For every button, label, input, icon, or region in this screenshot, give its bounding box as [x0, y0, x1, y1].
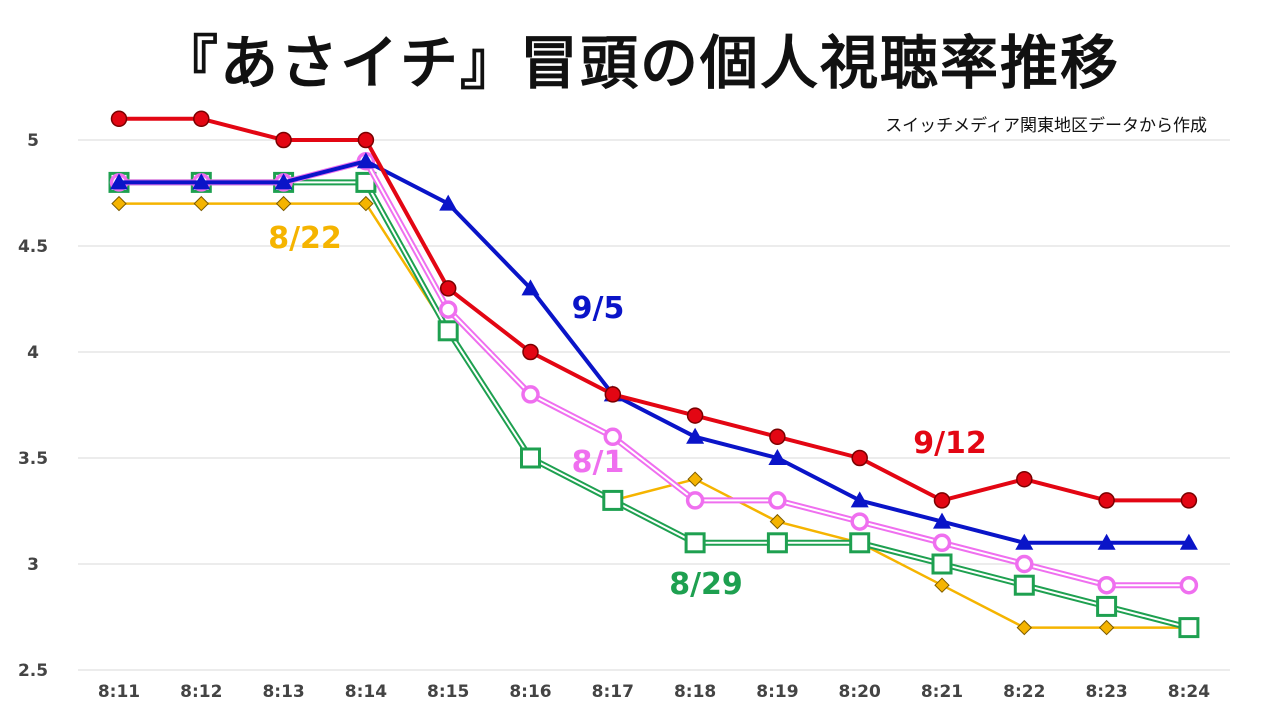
data-point [439, 194, 458, 211]
series-label-9-5: 9/5 [572, 291, 625, 326]
data-point [686, 407, 704, 424]
data-point [850, 512, 869, 531]
data-point [849, 532, 871, 554]
x-tick-label: 8:16 [509, 682, 551, 702]
series-label-8-29: 8/29 [669, 567, 743, 602]
y-tick-label: 3.5 [18, 449, 48, 469]
data-point [1179, 575, 1199, 595]
data-point [192, 173, 211, 190]
data-point [603, 427, 623, 447]
data-point [521, 279, 540, 296]
data-point [521, 385, 540, 404]
x-tick-label: 8:24 [1168, 682, 1210, 702]
x-tick-label: 8:22 [1003, 682, 1045, 702]
chart-title: 『あさイチ』冒頭の個人視聴率推移 [159, 29, 1120, 97]
data-point [933, 492, 951, 509]
x-tick-label: 8:12 [180, 682, 222, 702]
data-point [1098, 492, 1115, 509]
series-lines [108, 110, 1200, 639]
data-point [934, 577, 950, 593]
data-point [684, 532, 706, 554]
x-tick-label: 8:17 [592, 682, 634, 702]
data-point [604, 386, 622, 403]
series-8-1 [109, 151, 1199, 595]
data-point [193, 110, 210, 128]
data-point [1015, 533, 1034, 550]
data-point [1013, 574, 1035, 596]
data-point [1097, 533, 1116, 550]
data-point [1096, 595, 1118, 617]
data-point [1097, 575, 1116, 595]
x-tick-label: 8:11 [98, 682, 140, 702]
axis-ticks: 2.5 3 3.5 4 4.5 5 8:11 8:12 8:13 8:14 8:15 8:16 8:17… [18, 131, 1210, 702]
data-point [193, 195, 210, 212]
series-line [119, 116, 1189, 503]
data-point [275, 131, 292, 149]
data-point [766, 532, 788, 554]
data-point [358, 195, 374, 212]
y-tick-label: 5 [27, 131, 39, 151]
data-point [111, 195, 127, 212]
data-point [439, 280, 457, 297]
series-labels: 9/12 9/5 8/29 8/22 8/1 [268, 221, 987, 602]
x-tick-label: 8:15 [427, 682, 469, 702]
data-point [769, 428, 786, 446]
data-point [602, 489, 624, 511]
data-point [1178, 617, 1200, 639]
y-tick-label: 2.5 [18, 661, 48, 681]
data-point [110, 110, 128, 128]
data-point [768, 491, 787, 510]
data-point [686, 427, 705, 444]
x-tick-label: 8:19 [756, 682, 798, 702]
data-point [769, 513, 786, 530]
chart-subtitle: スイッチメディア関東地区データから作成 [885, 115, 1207, 136]
y-tick-label: 3 [27, 555, 39, 575]
data-point [932, 533, 952, 553]
series-line-inner [119, 181, 1190, 629]
series-line [119, 202, 1189, 629]
data-point [685, 491, 705, 510]
data-point [437, 320, 459, 342]
data-point [1016, 619, 1033, 636]
data-point [931, 553, 953, 575]
data-point [768, 449, 787, 465]
data-point [357, 131, 375, 149]
data-point [522, 343, 539, 361]
data-point [851, 449, 868, 467]
data-point [1179, 533, 1198, 550]
y-tick-label: 4 [27, 343, 39, 363]
x-tick-label: 8:14 [345, 682, 387, 702]
data-point [1180, 492, 1198, 509]
data-point [850, 491, 869, 508]
data-point [1098, 619, 1115, 636]
y-tick-label: 4.5 [18, 237, 48, 257]
data-point [356, 152, 375, 169]
series-label-8-1: 8/1 [572, 445, 625, 480]
x-tick-label: 8:23 [1085, 682, 1127, 702]
data-point [1016, 470, 1033, 488]
series-9-12 [110, 110, 1198, 509]
series-8-29 [108, 171, 1200, 639]
x-tick-label: 8:21 [921, 682, 963, 702]
series-label-8-22: 8/22 [268, 221, 342, 256]
data-point [274, 173, 293, 190]
x-tick-label: 8:18 [674, 682, 716, 702]
data-point [933, 512, 951, 529]
grid-lines [78, 139, 1230, 671]
x-tick-label: 8:20 [839, 682, 881, 702]
series-line [119, 159, 1189, 545]
x-tick-label: 8:13 [262, 682, 304, 702]
data-point [110, 173, 128, 190]
series-label-9-12: 9/12 [913, 426, 987, 461]
data-point [275, 195, 292, 212]
data-point [520, 447, 541, 469]
data-point [438, 300, 458, 319]
data-point [1015, 554, 1034, 574]
data-point [687, 471, 703, 487]
